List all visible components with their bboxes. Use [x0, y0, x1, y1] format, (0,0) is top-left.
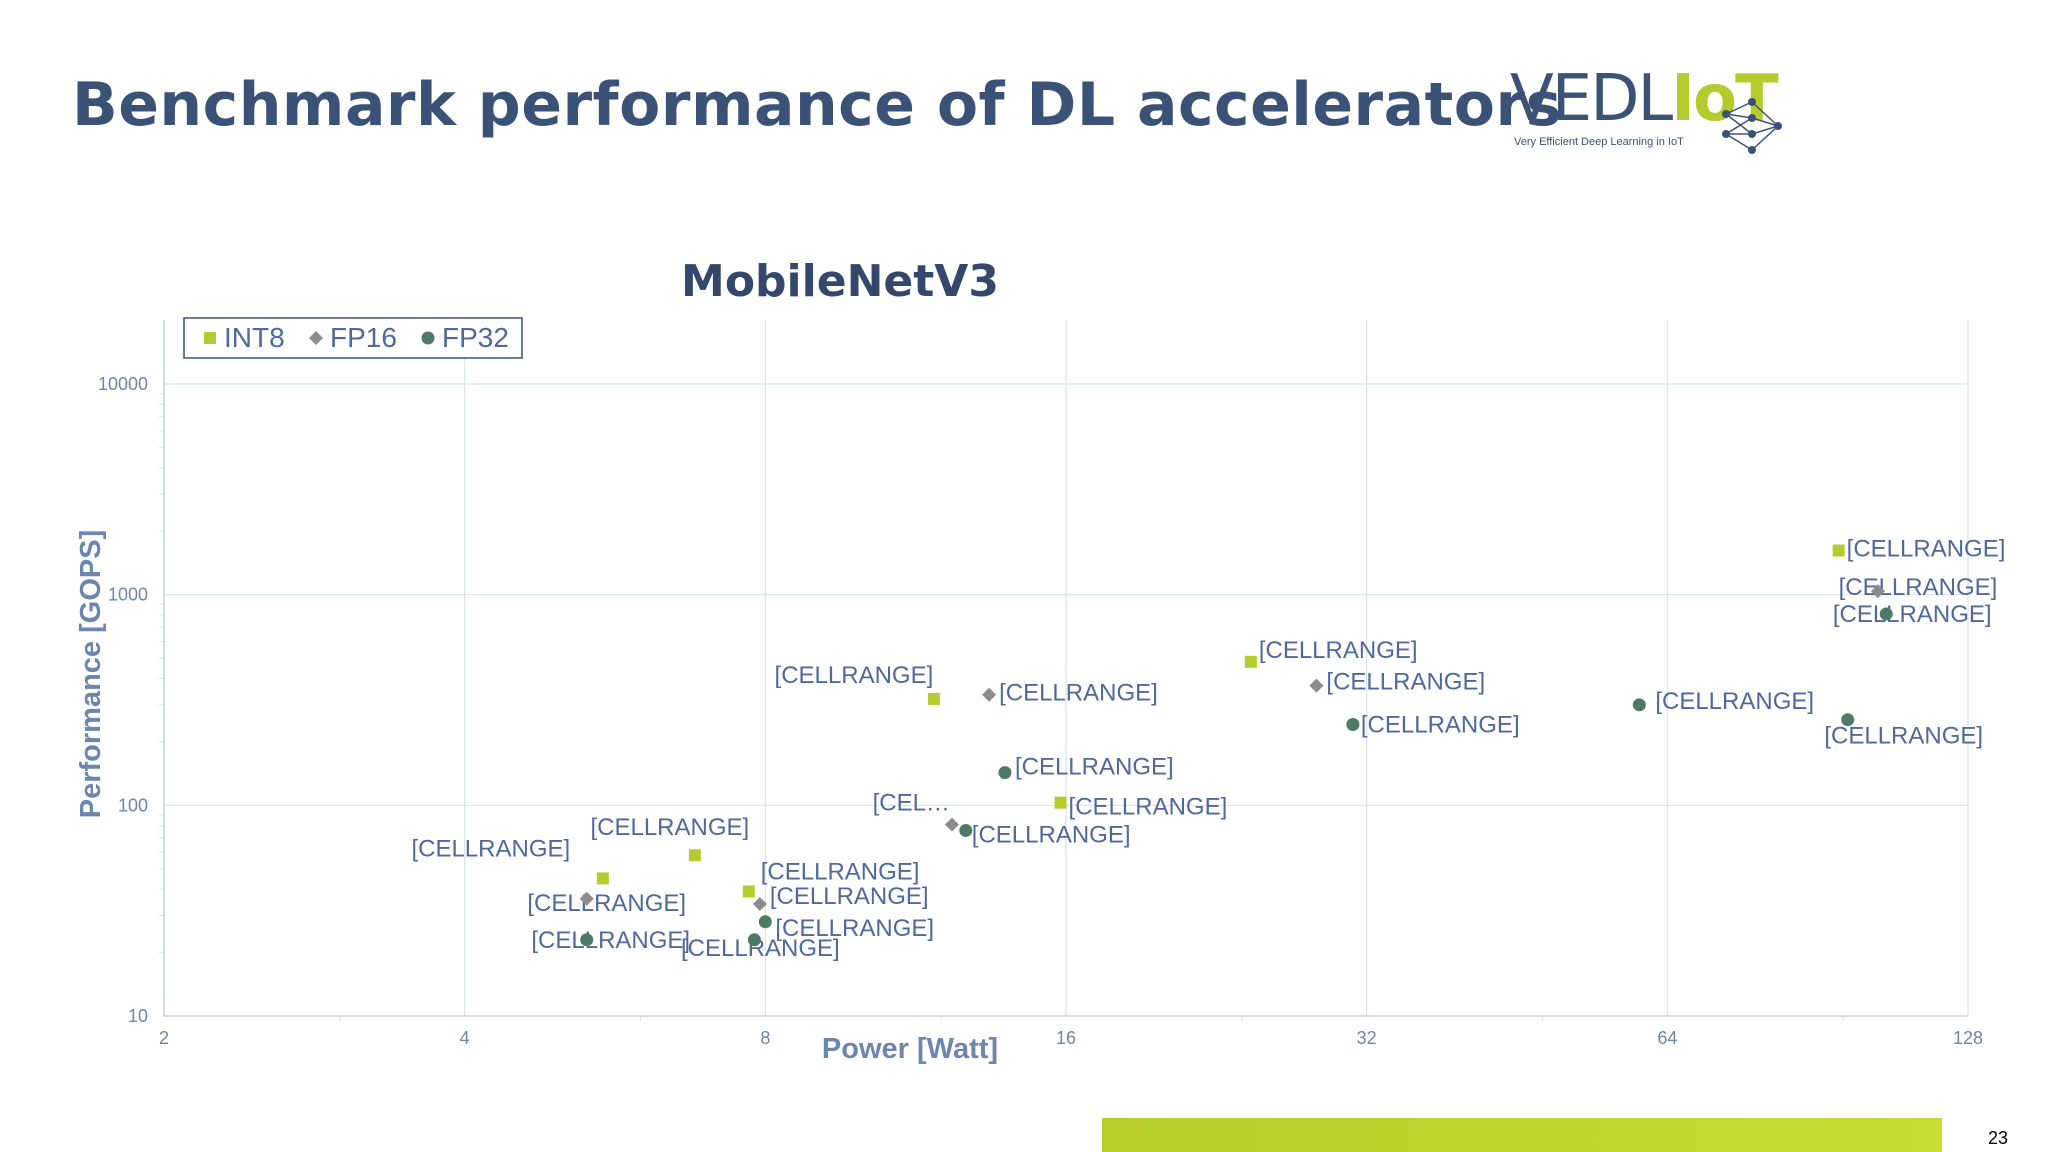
fp32-point [1879, 607, 1893, 621]
fp32-data-label: [CELLRANGE] [1015, 754, 1174, 781]
int8-data-label: [CELLRANGE] [1069, 794, 1228, 821]
fp32-point [1632, 698, 1646, 712]
x-tick-label: 16 [1056, 1028, 1076, 1048]
neural-net-icon [1722, 98, 1782, 154]
int8-data-label: [CELLRANGE] [590, 814, 749, 841]
x-tick-label: 64 [1657, 1028, 1677, 1048]
marker-layer [579, 544, 1893, 947]
fp16-point [1870, 584, 1885, 599]
int8-point [1244, 655, 1257, 668]
x-tick-label: 32 [1357, 1028, 1377, 1048]
fp32-data-label: [CELLRANGE] [1824, 723, 1983, 750]
logo-tagline: Very Efficient Deep Learning in IoT [1514, 136, 1684, 148]
fp16-point [579, 891, 594, 906]
int8-point [596, 872, 609, 885]
y-tick-label: 10000 [98, 374, 148, 394]
legend-box [183, 317, 523, 359]
fp32-point [758, 915, 772, 929]
logo-wordmark: VEDLIoT [1510, 62, 1779, 136]
fp16-data-label: [CEL… [873, 790, 950, 817]
x-tick-label: 8 [760, 1028, 770, 1048]
fp16-data-label: [CELLRANGE] [1839, 574, 1998, 601]
legend-marker-fp32 [421, 331, 435, 345]
fp16-point [752, 897, 767, 912]
fp32-point [747, 933, 761, 947]
int8-data-label: [CELLRANGE] [761, 858, 920, 885]
bottom-accent-bar [1102, 1118, 1942, 1152]
fp16-data-label: [CELLRANGE] [770, 883, 929, 910]
fp16-data-label: [CELLRANGE] [999, 680, 1158, 707]
x-tick-label: 2 [159, 1028, 169, 1048]
y-tick-label: 10 [128, 1006, 148, 1026]
x-tick-label: 4 [460, 1028, 470, 1048]
y-tick-label: 100 [118, 795, 148, 815]
fp16-point [1309, 678, 1324, 693]
x-tick-label: 128 [1953, 1028, 1983, 1048]
int8-data-label: [CELLRANGE] [775, 662, 934, 689]
int8-point [927, 692, 940, 705]
legend-label-fp16: FP16 [330, 322, 397, 353]
grid-layer [163, 320, 1969, 1017]
fp32-data-label: [CELLRANGE] [775, 915, 934, 942]
data-label-layer: [CELLRANGE][CELLRANGE][CELLRANGE][CELLRA… [411, 536, 2005, 962]
legend: INT8 FP16 FP32 [183, 317, 523, 359]
int8-point [1832, 544, 1845, 557]
int8-point [742, 885, 755, 898]
legend-marker-int8 [204, 332, 216, 344]
fp16-data-label: [CELLRANGE] [1326, 669, 1485, 696]
int8-data-label: [CELLRANGE] [411, 835, 570, 862]
fp32-point [998, 766, 1012, 780]
y-tick-label: 1000 [108, 585, 148, 605]
legend-label-int8: INT8 [224, 322, 285, 353]
x-axis-title: Power [Watt] [822, 1033, 998, 1065]
fp32-data-label: [CELLRANGE] [1833, 601, 1992, 628]
y-axis-title: Performance [GOPS] [75, 530, 107, 818]
legend-marker-fp16 [309, 331, 323, 345]
fp32-point [580, 933, 594, 947]
fp16-data-label: [CELLRANGE] [527, 890, 686, 917]
chart-title: MobileNetV3 [681, 256, 999, 307]
fp16-point [944, 817, 959, 832]
fp16-point [982, 687, 997, 702]
fp32-data-label: [CELLRANGE] [1655, 688, 1814, 715]
fp32-data-label: [CELLRANGE] [1361, 711, 1520, 738]
page-number: 23 [1988, 1128, 2009, 1148]
int8-point [688, 849, 701, 862]
vedliot-logo: VEDLIoT Very Efficient Deep Learning in … [1510, 62, 1800, 158]
axis-layer: 10 100 1000 10000 2 4 8 16 32 64 128 Power [Watt] Pe… [75, 320, 1983, 1065]
fp32-data-label: [CELLRANGE] [972, 821, 1131, 848]
fp32-data-label: [CELLRANGE] [531, 927, 690, 954]
logo-word-main: VEDL [1510, 62, 1673, 136]
legend-label-fp32: FP32 [442, 322, 509, 353]
logo-word-accent: IoT [1671, 62, 1778, 136]
fp32-point [1346, 717, 1360, 731]
int8-data-label: [CELLRANGE] [1259, 637, 1418, 664]
fp32-point [959, 823, 973, 837]
int8-data-label: [CELLRANGE] [1847, 536, 2006, 563]
slide-title: Benchmark performance of DL accelerators [72, 70, 1562, 140]
fp32-point [1841, 713, 1855, 727]
int8-point [1054, 796, 1067, 809]
